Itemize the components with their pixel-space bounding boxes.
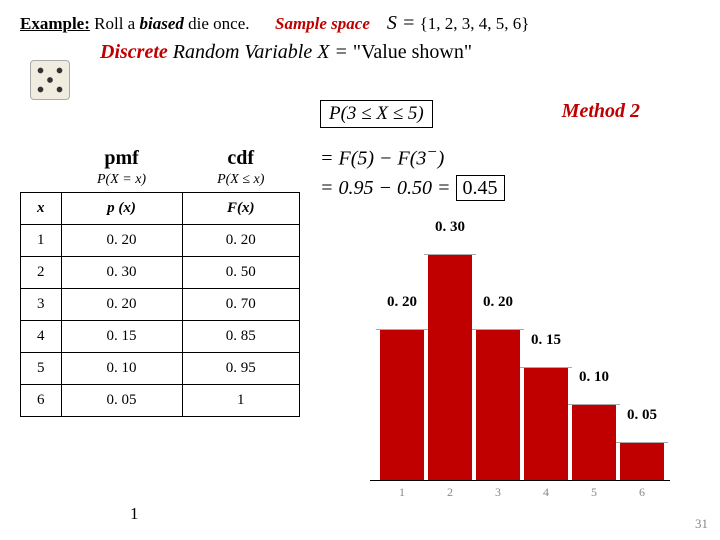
x-tick: 4 [543, 485, 549, 500]
bar [380, 330, 424, 480]
pmf-sub: P(X = x) [61, 172, 182, 193]
bar-label: 0. 10 [577, 369, 611, 386]
table-row: 60. 051 [21, 385, 300, 417]
bar [524, 368, 568, 481]
S-set: {1, 2, 3, 4, 5, 6} [420, 14, 530, 33]
eq-line1-post: ) [438, 148, 445, 170]
cdf-header: cdf [182, 140, 299, 172]
table-row: 20. 300. 50 [21, 257, 300, 289]
bar-label: 0. 05 [625, 407, 659, 424]
bar-label: 0. 20 [481, 294, 515, 311]
discrete-label: Discrete [100, 41, 168, 63]
table-sum: 1 [130, 504, 139, 524]
col-Fx: F(x) [182, 193, 299, 225]
x-tick: 6 [639, 485, 645, 500]
col-px: p (x) [61, 193, 182, 225]
pmf-header: pmf [61, 140, 182, 172]
bar-chart: 0. 2010. 3020. 2030. 1540. 1050. 056 [370, 230, 690, 510]
method2-label: Method 2 [562, 100, 640, 123]
eq-answer: 0.45 [456, 175, 505, 201]
col-x: x [21, 193, 62, 225]
eq-line2-pre: = 0.95 − 0.50 = [320, 177, 456, 199]
eq-line1-sup: − [426, 142, 437, 161]
x-tick: 3 [495, 485, 501, 500]
S-eq: S = [387, 12, 416, 34]
eq-line1-pre: = F(5) − F(3 [320, 148, 426, 170]
bar [572, 405, 616, 480]
x-tick: 2 [447, 485, 453, 500]
cdf-sub: P(X ≤ x) [182, 172, 299, 193]
bar [620, 443, 664, 481]
rv-label: Random Variable [168, 41, 312, 63]
sample-space-label: Sample space [275, 14, 370, 33]
table-row: 10. 200. 20 [21, 225, 300, 257]
equation-block: = F(5) − F(3−) = 0.95 − 0.50 = 0.45 [320, 136, 505, 206]
value-shown: "Value shown" [353, 41, 472, 63]
table-row: 40. 150. 85 [21, 321, 300, 353]
x-tick: 1 [399, 485, 405, 500]
bar-label: 0. 30 [433, 219, 467, 236]
X-eq: X = [312, 41, 353, 63]
table-row: 50. 100. 95 [21, 353, 300, 385]
bar [428, 255, 472, 480]
die-once-text: die once. [184, 14, 250, 33]
x-tick: 5 [591, 485, 597, 500]
bar [476, 330, 520, 480]
table-row: 30. 200. 70 [21, 289, 300, 321]
pmf-cdf-table: pmf cdf P(X = x) P(X ≤ x) x p (x) F(x) 1… [20, 140, 300, 417]
slide-number: 31 [695, 516, 708, 532]
roll-text: Roll a [90, 14, 140, 33]
formula-top: P(3 ≤ X ≤ 5) [320, 100, 433, 128]
bar-label: 0. 20 [385, 294, 419, 311]
example-label: Example: [20, 14, 90, 33]
biased-text: biased [139, 14, 183, 33]
bar-label: 0. 15 [529, 332, 563, 349]
die-icon [30, 60, 70, 100]
